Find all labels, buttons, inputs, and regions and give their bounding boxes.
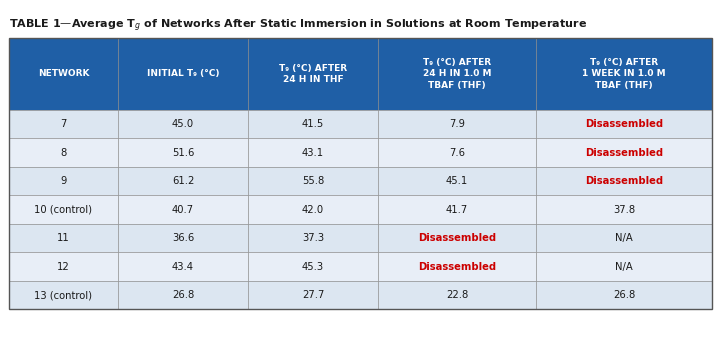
Bar <box>9 38 712 310</box>
Text: 13 (control): 13 (control) <box>34 290 93 300</box>
Bar <box>536 110 712 138</box>
Bar <box>248 110 378 138</box>
Text: Disassembled: Disassembled <box>585 119 663 129</box>
Text: 7: 7 <box>60 119 67 129</box>
Bar <box>118 281 248 310</box>
Text: 26.8: 26.8 <box>613 290 635 300</box>
Text: TABLE 1—Average T$_g$ of Networks After Static Immersion in Solutions at Room Te: TABLE 1—Average T$_g$ of Networks After … <box>9 18 587 34</box>
Bar <box>378 195 536 224</box>
Bar <box>248 224 378 253</box>
Bar <box>248 167 378 195</box>
Bar <box>248 38 378 110</box>
Text: Disassembled: Disassembled <box>418 233 496 243</box>
Bar <box>536 38 712 110</box>
Text: 36.6: 36.6 <box>172 233 194 243</box>
Bar <box>248 195 378 224</box>
Bar <box>378 138 536 167</box>
Bar <box>118 195 248 224</box>
Text: 37.3: 37.3 <box>302 233 324 243</box>
Text: 45.3: 45.3 <box>302 262 324 272</box>
Bar <box>536 253 712 281</box>
Bar <box>118 253 248 281</box>
Bar <box>378 281 536 310</box>
Text: INITIAL T₉ (°C): INITIAL T₉ (°C) <box>146 70 219 79</box>
Text: 40.7: 40.7 <box>172 205 194 215</box>
Bar <box>9 138 118 167</box>
Text: N/A: N/A <box>615 262 633 272</box>
Text: NETWORK: NETWORK <box>38 70 89 79</box>
Bar <box>378 167 536 195</box>
Text: 41.5: 41.5 <box>302 119 324 129</box>
Bar <box>378 253 536 281</box>
Bar <box>118 138 248 167</box>
Text: 42.0: 42.0 <box>302 205 324 215</box>
Text: Disassembled: Disassembled <box>418 262 496 272</box>
Text: T₉ (°C) AFTER
1 WEEK IN 1.0 M
TBAF (THF): T₉ (°C) AFTER 1 WEEK IN 1.0 M TBAF (THF) <box>582 58 666 90</box>
Text: 51.6: 51.6 <box>172 148 194 158</box>
Bar <box>9 224 118 253</box>
Text: Disassembled: Disassembled <box>585 176 663 186</box>
Bar <box>536 224 712 253</box>
Bar <box>9 167 118 195</box>
Text: T₉ (°C) AFTER
24 H IN 1.0 M
TBAF (THF): T₉ (°C) AFTER 24 H IN 1.0 M TBAF (THF) <box>423 58 491 90</box>
Text: 26.8: 26.8 <box>172 290 194 300</box>
Bar <box>118 224 248 253</box>
Text: N/A: N/A <box>615 233 633 243</box>
Text: 12: 12 <box>57 262 70 272</box>
Bar <box>378 38 536 110</box>
Text: 8: 8 <box>60 148 67 158</box>
Text: 43.4: 43.4 <box>172 262 194 272</box>
Text: Disassembled: Disassembled <box>585 148 663 158</box>
Text: 41.7: 41.7 <box>446 205 468 215</box>
Bar <box>9 195 118 224</box>
Text: T₉ (°C) AFTER
24 H IN THF: T₉ (°C) AFTER 24 H IN THF <box>279 64 347 84</box>
Bar <box>9 38 118 110</box>
Bar <box>9 281 118 310</box>
Bar <box>248 281 378 310</box>
Text: 45.0: 45.0 <box>172 119 194 129</box>
Text: 7.9: 7.9 <box>449 119 465 129</box>
Bar <box>536 195 712 224</box>
Text: 43.1: 43.1 <box>302 148 324 158</box>
Text: 55.8: 55.8 <box>302 176 324 186</box>
Bar <box>9 110 118 138</box>
Bar <box>536 281 712 310</box>
Bar <box>118 167 248 195</box>
Bar <box>248 253 378 281</box>
Bar <box>118 38 248 110</box>
Text: 45.1: 45.1 <box>446 176 468 186</box>
Text: 27.7: 27.7 <box>302 290 325 300</box>
Bar <box>248 138 378 167</box>
Text: 61.2: 61.2 <box>172 176 194 186</box>
Bar <box>118 110 248 138</box>
Text: 9: 9 <box>60 176 67 186</box>
Bar <box>378 224 536 253</box>
Bar <box>378 110 536 138</box>
Bar <box>9 253 118 281</box>
Text: 37.8: 37.8 <box>613 205 635 215</box>
Text: 22.8: 22.8 <box>446 290 468 300</box>
Text: 7.6: 7.6 <box>449 148 465 158</box>
Bar <box>536 138 712 167</box>
Text: 11: 11 <box>57 233 70 243</box>
Text: 10 (control): 10 (control) <box>34 205 93 215</box>
Bar <box>536 167 712 195</box>
